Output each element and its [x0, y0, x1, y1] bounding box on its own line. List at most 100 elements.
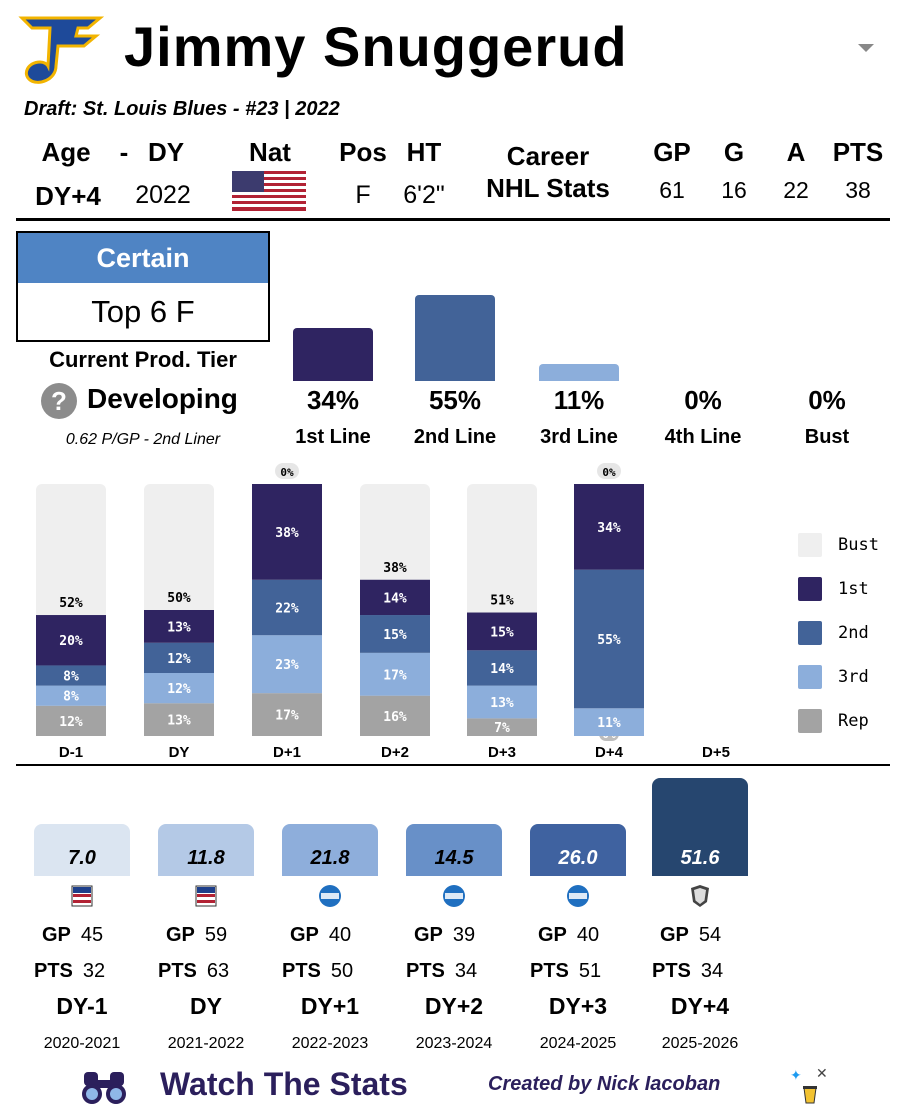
season-dy-label: DY+4	[670, 993, 730, 1019]
ht-header: HT	[406, 137, 442, 167]
projection-category-1st-line: 1st Line	[295, 426, 371, 448]
legend-swatch-rep	[798, 709, 822, 733]
season-pts-dy+3: PTS 51	[530, 960, 601, 983]
stack-category-d+3: D+3	[488, 744, 516, 761]
pts-label: PTS	[282, 960, 321, 982]
gp-label: GP	[42, 924, 71, 946]
stack-label-bust-d-1: 52%	[59, 596, 83, 611]
stack-segment-2nd-d+2	[360, 615, 430, 653]
season-bar-dy-1	[34, 824, 130, 876]
pos-header: Pos	[339, 137, 387, 167]
gp-value: 40	[328, 924, 352, 946]
season-year-label: 2025-2026	[661, 1035, 739, 1052]
stack-segment-2nd-d+4	[574, 569, 644, 709]
projection-category-bust: Bust	[804, 426, 850, 448]
nat-header: Nat	[249, 137, 291, 167]
stack-badge-bust-d+1	[275, 463, 299, 479]
season-year-label: 2024-2025	[539, 1035, 617, 1052]
season-dy-label: DY+2	[424, 993, 484, 1019]
gp-value: 39	[452, 924, 476, 946]
stack-label-rep-d+1: 17%	[275, 709, 299, 724]
legend-label-rep: Rep	[838, 711, 869, 731]
ncaa-logo-icon	[443, 885, 465, 907]
usa-flag-icon	[232, 171, 306, 211]
season-year-label: 2023-2024	[415, 1035, 493, 1052]
stack-label-2nd-d-1: 8%	[63, 670, 79, 685]
ht-value: 6'2"	[403, 181, 445, 209]
stack-label-3rd-d+1: 23%	[275, 658, 299, 673]
stack-label-rep-d-1: 12%	[59, 715, 83, 730]
season-bar-dy	[158, 824, 254, 876]
stack-segment-2nd-d+3	[467, 650, 537, 686]
season-value-dy+1: 21.8	[310, 847, 350, 869]
stack-label-1st-d+1: 38%	[275, 526, 299, 541]
season-bar-dy+4	[652, 778, 748, 876]
stack-label-rep-d+2: 16%	[383, 710, 407, 725]
stack-segment-1st-dy	[144, 610, 214, 643]
pts-value: 34	[454, 960, 478, 982]
season-dy-label: DY-1	[56, 993, 108, 1019]
stack-segment-3rd-d+3	[467, 685, 537, 719]
stack-label-2nd-d+1: 22%	[275, 601, 299, 616]
dy-value: 2022	[135, 181, 191, 209]
ncaa-logo-icon	[567, 885, 589, 907]
pts-label: PTS	[406, 960, 445, 982]
season-pts-dy-1: PTS 32	[34, 960, 105, 983]
gp-label: GP	[414, 924, 443, 946]
stack-badge-bust-d+4	[597, 463, 621, 479]
pos-value: F	[355, 181, 371, 209]
ncaa-logo-icon	[319, 885, 341, 907]
career-gp-value: 61	[659, 177, 685, 203]
pts-value: 50	[330, 960, 354, 982]
coffee-cup-icon[interactable]	[802, 1084, 818, 1104]
footer-credit: Created by Nick Iacoban	[488, 1073, 721, 1095]
pts-label: PTS	[530, 960, 569, 982]
gp-label: GP	[290, 924, 319, 946]
stack-segment-rep-d+1	[252, 693, 322, 736]
stack-label-bust-d+3: 51%	[490, 594, 514, 609]
stack-segment-1st-d+4	[574, 484, 644, 570]
season-pts-dy+1: PTS 50	[282, 960, 353, 983]
stack-segment-2nd-dy	[144, 642, 214, 673]
season-gp-dy+3: GP 40	[538, 924, 599, 947]
binoculars-icon	[82, 1072, 126, 1104]
season-value-dy+4: 51.6	[680, 847, 720, 869]
x-icon[interactable]: ✕	[816, 1065, 828, 1081]
pts-value: 32	[82, 960, 106, 982]
stack-segment-2nd-d+1	[252, 579, 322, 636]
gp-value: 54	[698, 924, 722, 946]
projection-pct-1st-line: 34%	[306, 385, 360, 415]
legend-swatch-bust	[798, 533, 822, 557]
career-pts-header: PTS	[832, 137, 884, 167]
season-gp-dy+1: GP 40	[290, 924, 351, 947]
projection-category-3rd-line: 3rd Line	[540, 426, 618, 448]
projection-bar-3rd-line	[539, 363, 619, 381]
stack-segment-2nd-d-1	[36, 665, 106, 686]
season-gp-dy+2: GP 39	[414, 924, 475, 947]
pts-value: 34	[700, 960, 724, 982]
divider-middle	[16, 764, 890, 766]
pts-label: PTS	[652, 960, 691, 982]
stack-label-3rd-d+3: 13%	[490, 696, 514, 711]
projection-pct-2nd-line: 55%	[428, 385, 482, 415]
season-gp-dy+4: GP 54	[660, 924, 721, 947]
help-icon[interactable]: ?	[41, 383, 77, 419]
season-dy-label: DY	[190, 993, 222, 1019]
gp-label: GP	[538, 924, 567, 946]
stack-label-bust-d+2: 38%	[383, 561, 407, 576]
season-gp-dy: GP 59	[166, 924, 227, 947]
gp-value: 40	[576, 924, 600, 946]
stack-segment-3rd-d+4	[574, 708, 644, 736]
projection-label: Top 6 F	[91, 294, 195, 329]
twitter-icon[interactable]: ✦	[790, 1067, 802, 1083]
stack-label-bust-dy: 50%	[167, 591, 191, 606]
player-name: Jimmy Snuggerud	[124, 15, 628, 78]
stack-label-1st-d+3: 15%	[490, 625, 514, 640]
legend-label-2nd: 2nd	[838, 623, 869, 643]
stack-label-2nd-d+2: 15%	[383, 628, 407, 643]
career-pts-value: 38	[845, 177, 871, 203]
age-header: Age	[41, 137, 91, 167]
nhl-logo-icon	[691, 885, 709, 907]
season-pts-dy: PTS 63	[158, 960, 229, 983]
chevron-down-icon[interactable]	[858, 44, 874, 52]
